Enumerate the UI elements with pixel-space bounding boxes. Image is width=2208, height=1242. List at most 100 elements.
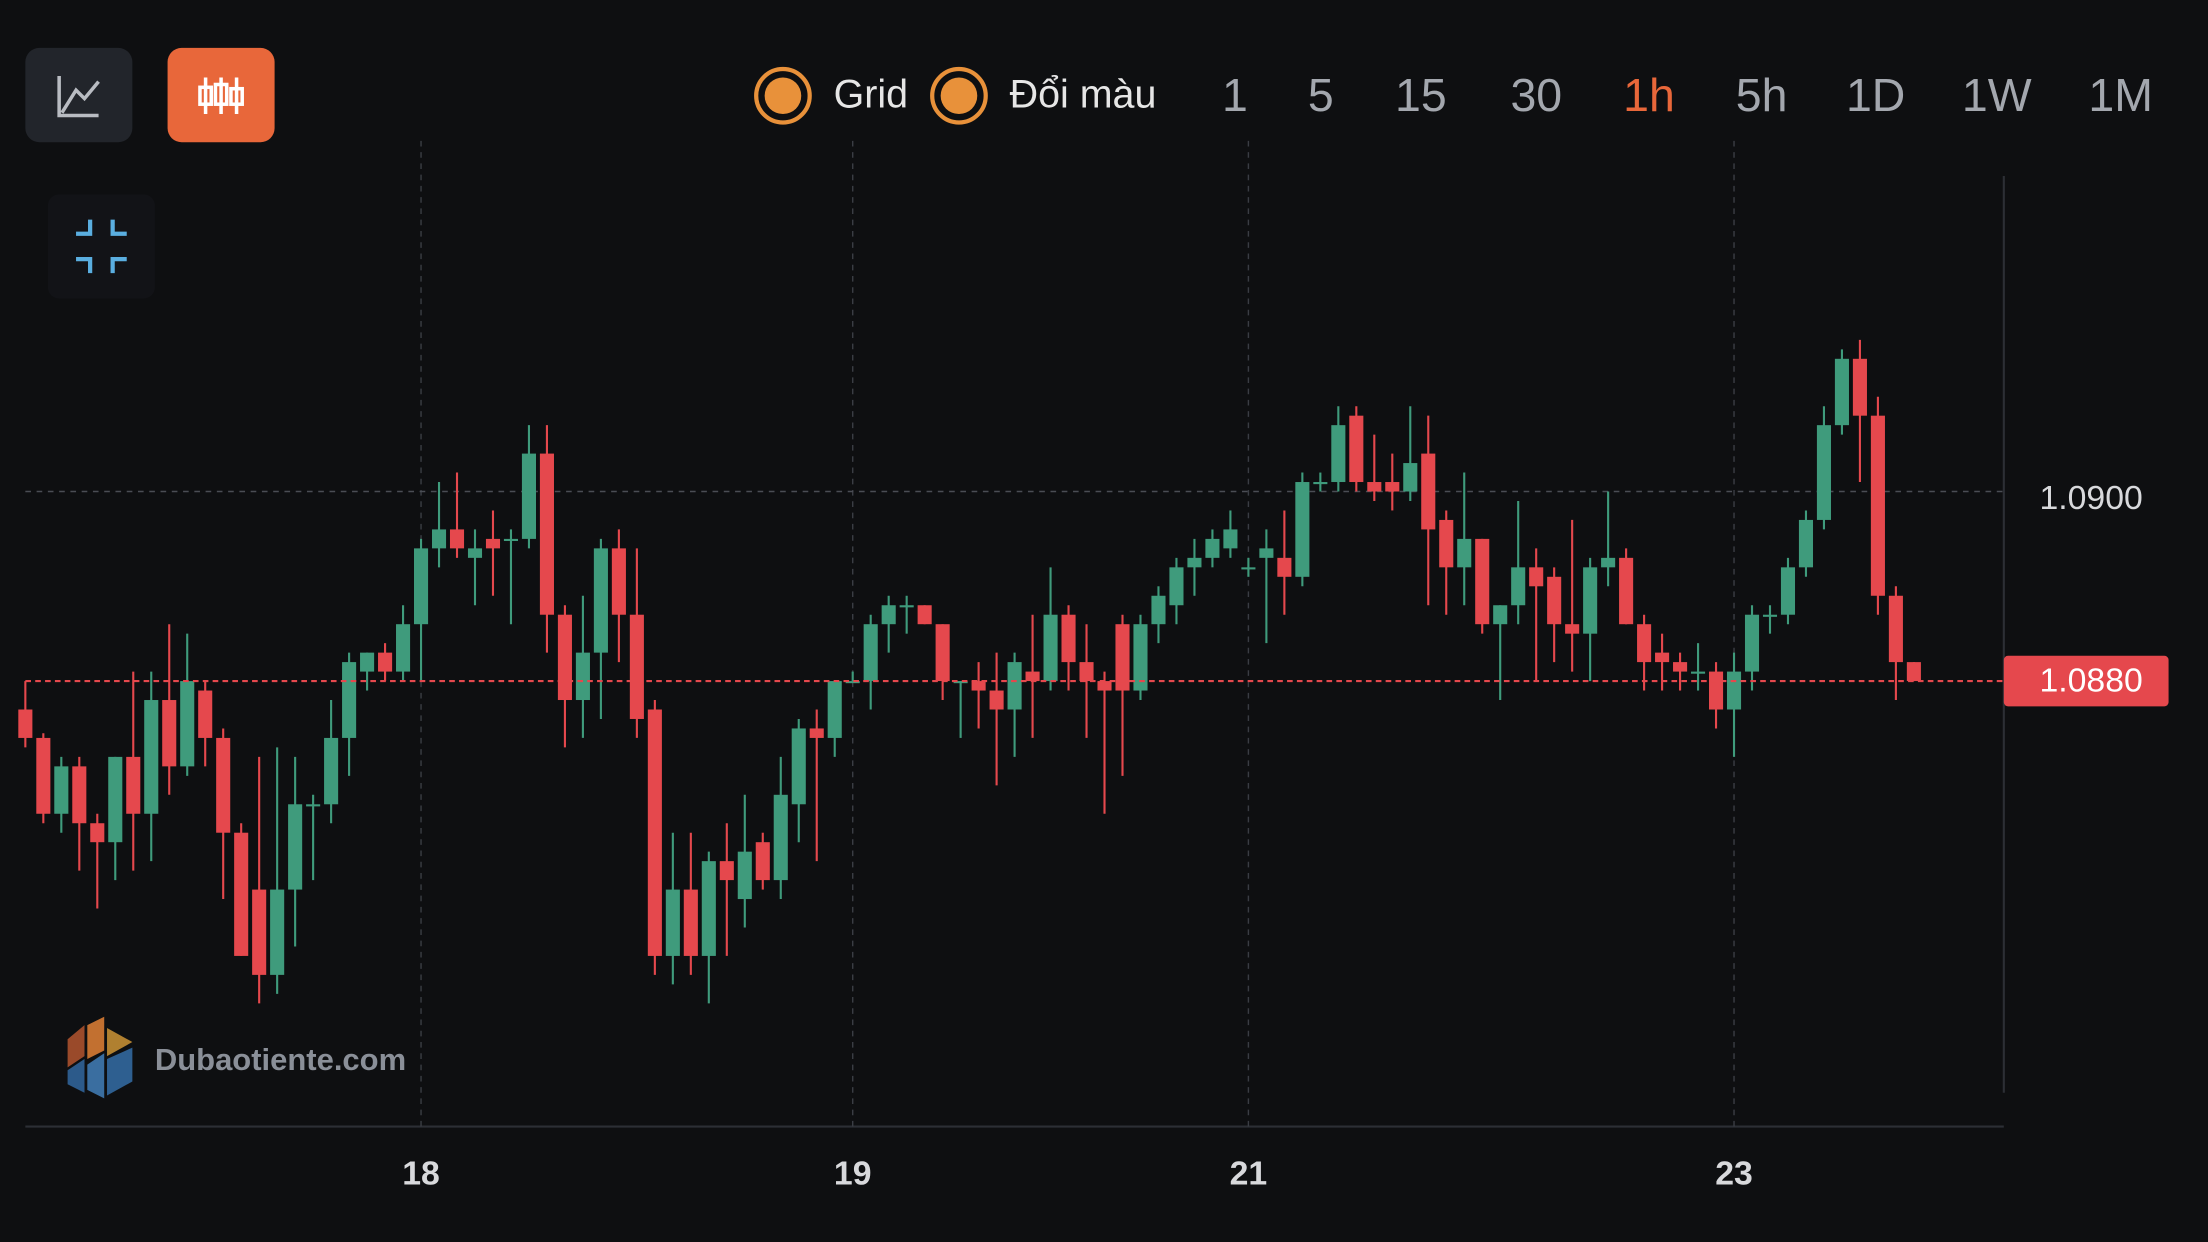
candle bbox=[683, 832, 698, 975]
candle bbox=[845, 671, 860, 684]
candle-body bbox=[1655, 652, 1670, 663]
candle-body bbox=[324, 737, 339, 805]
candle-body bbox=[162, 700, 177, 767]
candle-body bbox=[144, 700, 159, 814]
candle-body bbox=[647, 709, 662, 956]
candle bbox=[989, 652, 1004, 786]
candle-body bbox=[270, 889, 285, 975]
timeframe-option[interactable]: 30 bbox=[1510, 69, 1562, 121]
timeframe-option[interactable]: 1h bbox=[1623, 69, 1675, 121]
last-price-label: 1.0880 bbox=[2039, 661, 2142, 699]
candle bbox=[1798, 510, 1814, 577]
candle-body bbox=[1691, 671, 1706, 674]
candle-body bbox=[827, 681, 842, 738]
candle bbox=[1331, 406, 1346, 492]
x-tick-label: 23 bbox=[1715, 1155, 1753, 1193]
candle-mode-button[interactable] bbox=[167, 47, 275, 143]
candle-icon bbox=[198, 77, 244, 115]
timeframe-option[interactable]: 1W bbox=[1962, 69, 2032, 121]
candle bbox=[917, 605, 932, 625]
candle bbox=[1277, 510, 1292, 615]
timeframe-option[interactable]: 5h bbox=[1736, 69, 1788, 121]
toggle-label: Grid bbox=[834, 73, 908, 117]
candle bbox=[431, 482, 447, 568]
candle bbox=[1241, 557, 1256, 577]
toggle-dot bbox=[940, 77, 978, 115]
candle bbox=[467, 529, 483, 606]
candle bbox=[36, 733, 51, 824]
candle-body bbox=[1565, 624, 1580, 634]
candle bbox=[396, 605, 411, 682]
toggle-ring bbox=[754, 66, 812, 125]
candle-body bbox=[108, 756, 123, 843]
candle-body bbox=[360, 652, 375, 672]
toggle-ring bbox=[930, 66, 988, 125]
x-tick-label: 19 bbox=[834, 1155, 872, 1193]
y-tick-label: 1.0900 bbox=[2039, 479, 2142, 517]
candle-body bbox=[1816, 425, 1831, 520]
candle bbox=[270, 747, 285, 994]
candle-body bbox=[953, 681, 968, 684]
candle-body bbox=[665, 889, 680, 956]
last-price-badge bbox=[2003, 655, 2169, 707]
grid-toggle[interactable]: Grid bbox=[754, 66, 908, 125]
candle bbox=[647, 700, 662, 975]
candle bbox=[144, 671, 159, 862]
timeframe-option[interactable]: 1M bbox=[2088, 69, 2153, 121]
candle bbox=[1403, 406, 1418, 501]
candle bbox=[1744, 605, 1760, 691]
candle-body bbox=[809, 728, 824, 738]
candle bbox=[827, 681, 842, 757]
candle bbox=[288, 756, 303, 947]
candle-body bbox=[198, 690, 213, 738]
candle-body bbox=[683, 889, 698, 956]
candle bbox=[1888, 586, 1903, 701]
candle bbox=[108, 756, 123, 881]
candle bbox=[1169, 557, 1184, 625]
candle-body bbox=[1439, 519, 1454, 568]
candle bbox=[90, 813, 105, 909]
candle-body bbox=[1223, 529, 1238, 549]
candle-body bbox=[1798, 519, 1814, 568]
candle bbox=[18, 681, 33, 748]
candle bbox=[252, 756, 267, 1004]
button-bg bbox=[47, 194, 155, 299]
candle bbox=[773, 756, 788, 900]
candle bbox=[1223, 510, 1238, 558]
watermark: Dubaotiente.com bbox=[67, 1016, 406, 1099]
candle bbox=[1637, 614, 1652, 691]
collapse-button[interactable] bbox=[47, 194, 155, 299]
timeframe-option[interactable]: 1D bbox=[1846, 69, 1905, 121]
toolbar: Grid Đổi màu 1 5 15 30 1h 5h 1D 1W 1M bbox=[754, 66, 2153, 125]
candle-body bbox=[1888, 595, 1903, 663]
candle-body bbox=[557, 614, 572, 701]
candle-body bbox=[1367, 482, 1382, 492]
candle-body bbox=[36, 737, 51, 814]
toggle-label: Đổi màu bbox=[1010, 73, 1157, 117]
candle-body bbox=[288, 804, 303, 890]
candle bbox=[1295, 472, 1310, 587]
line-mode-button[interactable] bbox=[25, 47, 133, 143]
candle-body bbox=[1583, 567, 1598, 634]
candle-body bbox=[1133, 624, 1148, 691]
candle-body bbox=[521, 453, 536, 539]
candle bbox=[414, 538, 429, 682]
candle bbox=[1115, 614, 1130, 776]
candle bbox=[539, 425, 554, 653]
timeframe-option[interactable]: 5 bbox=[1308, 69, 1334, 121]
candle-body bbox=[917, 605, 932, 625]
timeframe-option[interactable]: 1 bbox=[1222, 69, 1248, 121]
candle bbox=[126, 671, 141, 871]
candle bbox=[791, 718, 806, 843]
candle bbox=[1439, 510, 1454, 615]
candle bbox=[1493, 605, 1508, 701]
candle bbox=[216, 728, 231, 900]
grid-toggle[interactable]: Đổi màu bbox=[930, 66, 1157, 125]
candle bbox=[1457, 472, 1472, 606]
timeframe-option[interactable]: 15 bbox=[1395, 69, 1447, 121]
line-icon bbox=[57, 76, 100, 118]
candle-body bbox=[1619, 557, 1634, 625]
candle-body bbox=[1313, 482, 1328, 485]
